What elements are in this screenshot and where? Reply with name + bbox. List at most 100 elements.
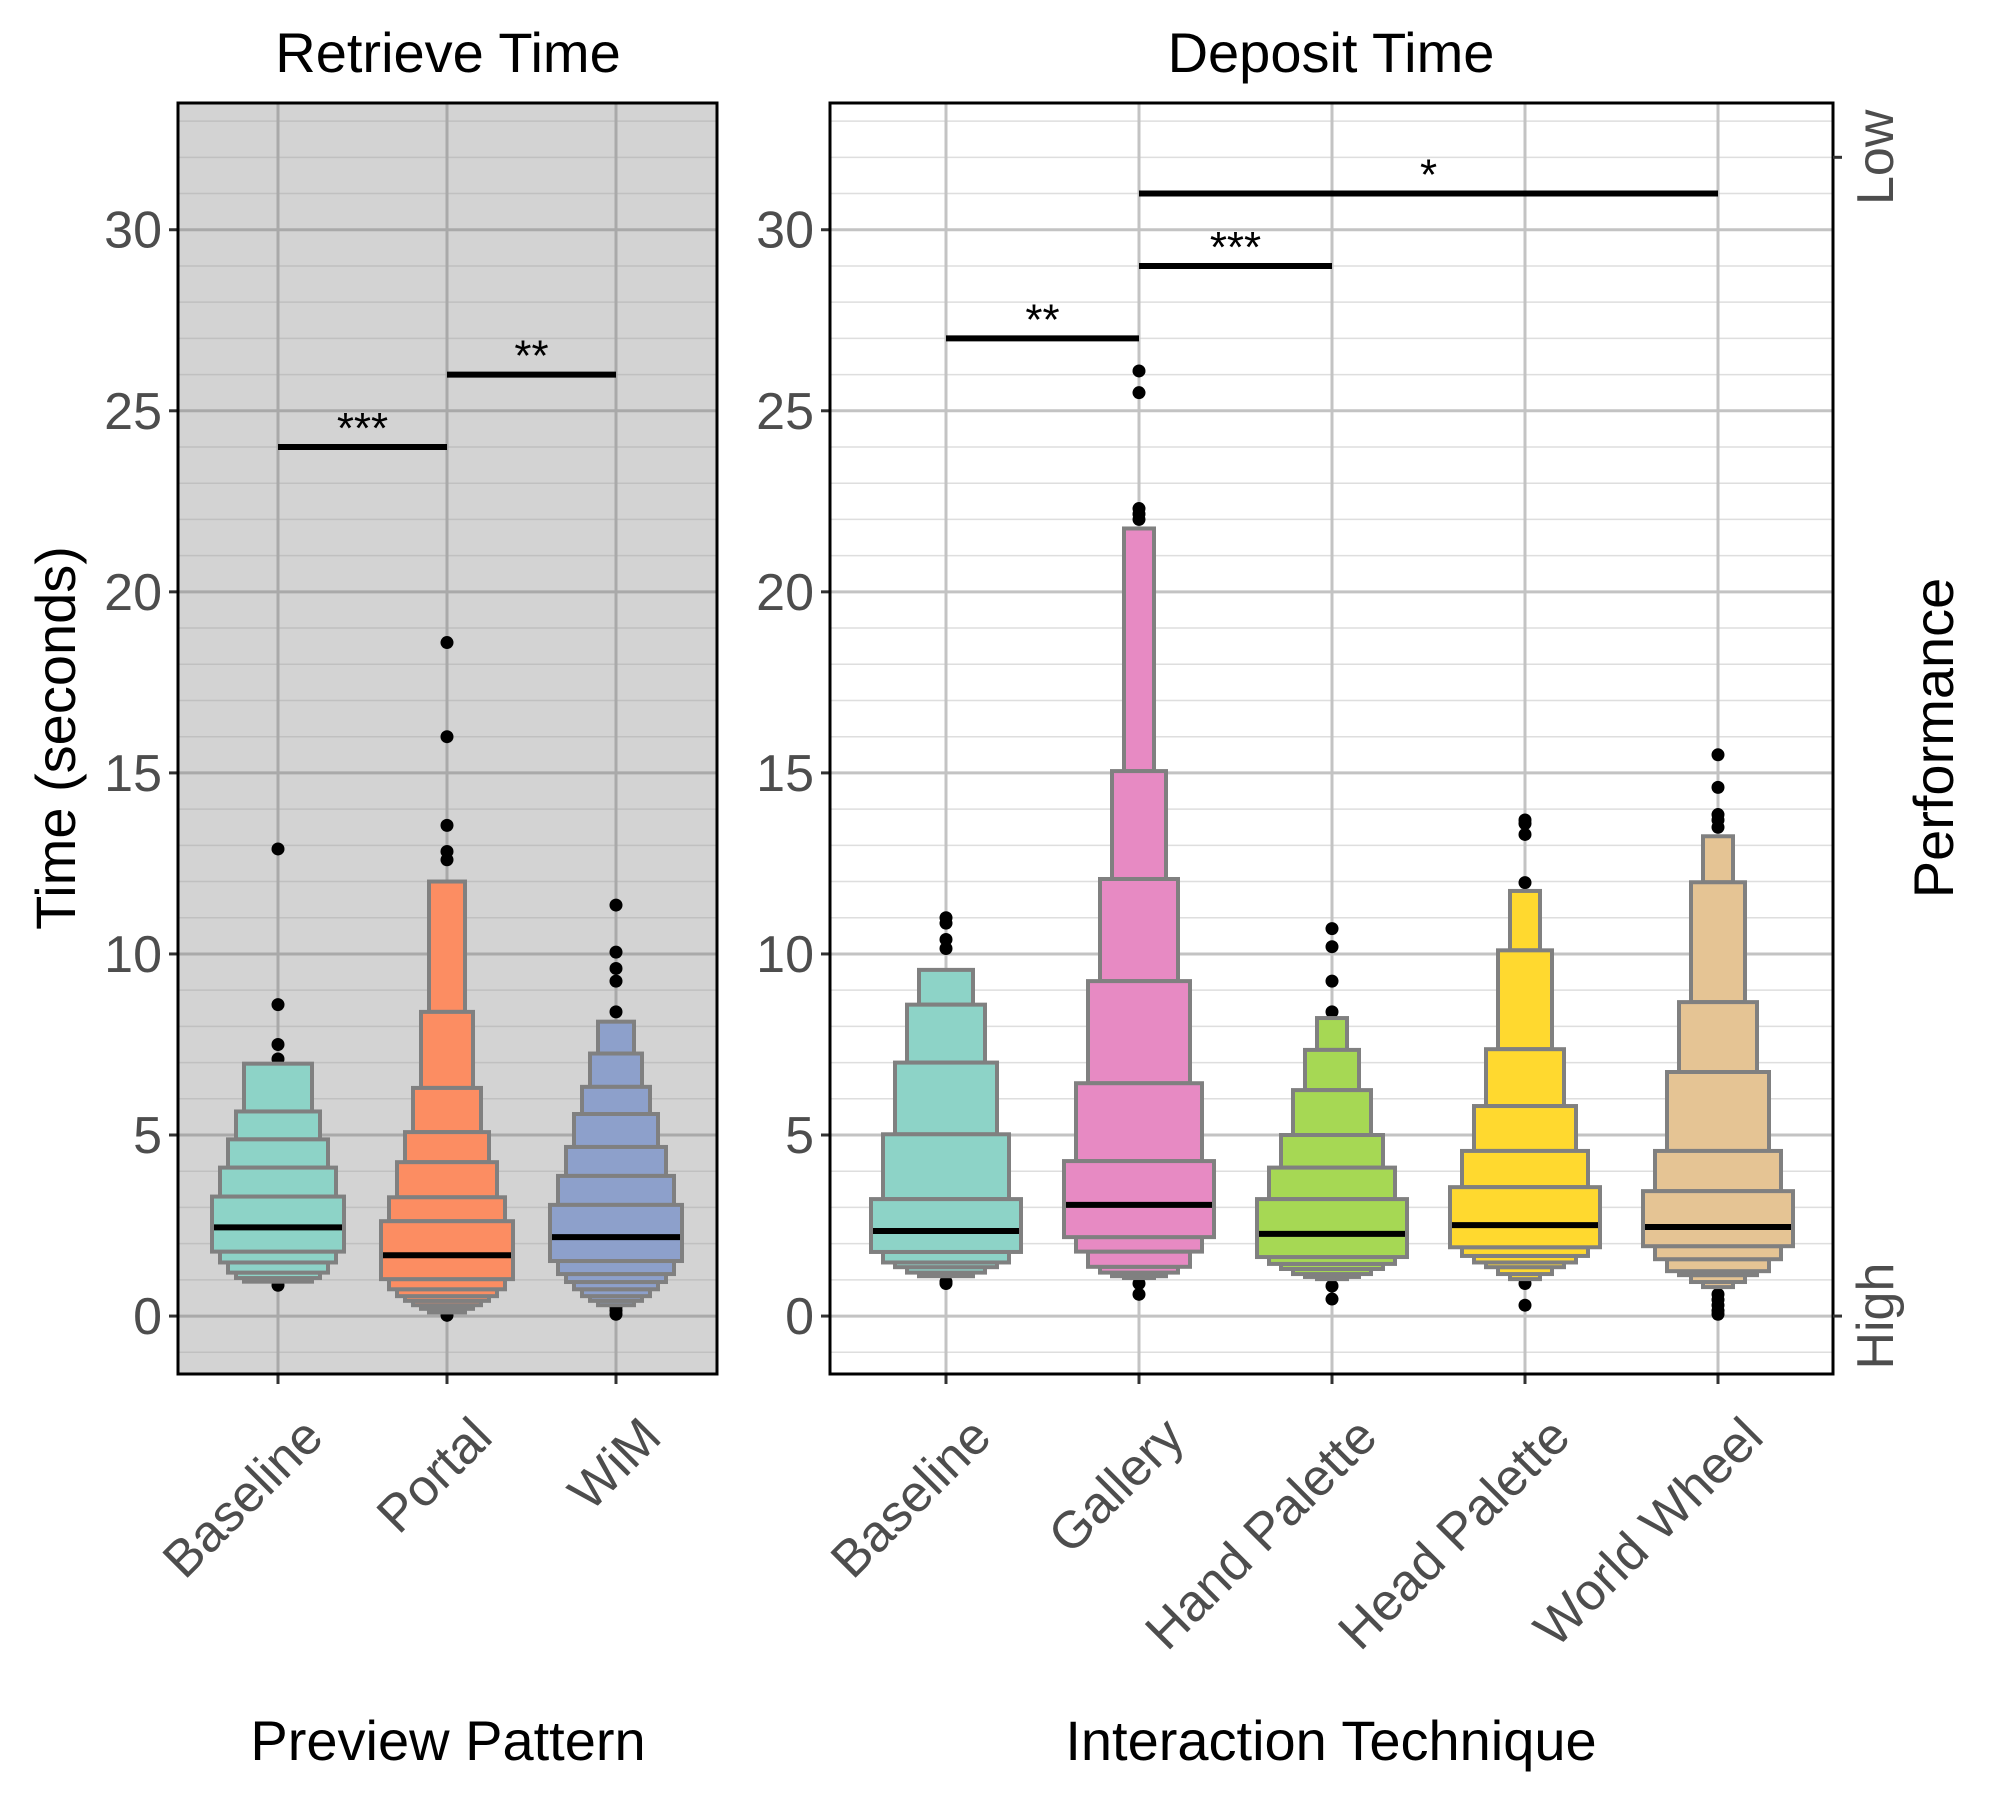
outlier-point xyxy=(1325,1279,1339,1293)
significance-label: ** xyxy=(514,332,548,381)
letter-value-box-head-palette xyxy=(1448,813,1602,1312)
upper-letter-value-box xyxy=(419,1009,475,1090)
outlier-point xyxy=(1132,512,1146,526)
y-tick-label: 10 xyxy=(104,926,162,984)
outlier-point xyxy=(609,898,623,912)
significance-label: *** xyxy=(1210,223,1261,272)
iqr-box xyxy=(1255,1197,1409,1260)
x-tick-label: Baseline xyxy=(820,1407,1002,1589)
outlier-point xyxy=(1518,876,1532,890)
upper-letter-value-box xyxy=(1303,1047,1361,1093)
upper-letter-value-box xyxy=(403,1130,491,1165)
y-tick-label: 5 xyxy=(133,1107,162,1165)
retrieve-x-axis-title: Preview Pattern xyxy=(250,1709,645,1772)
secondary-axis-label-low: Low xyxy=(1847,109,1905,205)
upper-letter-value-box xyxy=(1267,1165,1397,1202)
deposit-x-axis-title: Interaction Technique xyxy=(1065,1709,1596,1772)
upper-letter-value-box xyxy=(218,1165,338,1199)
outlier-point xyxy=(1711,748,1725,762)
outlier-point xyxy=(609,1005,623,1019)
secondary-axis-title: Performance xyxy=(1902,578,1965,899)
upper-letter-value-box xyxy=(387,1195,507,1224)
y-axis-title: Time (seconds) xyxy=(24,546,87,930)
letter-value-box-world-wheel xyxy=(1641,748,1795,1321)
upper-letter-value-box xyxy=(1098,876,1180,984)
upper-letter-value-box xyxy=(226,1137,330,1170)
letter-value-box-baseline xyxy=(210,842,346,1292)
significance-label: ** xyxy=(1025,295,1059,344)
outlier-point xyxy=(440,636,454,650)
upper-letter-value-box xyxy=(572,1112,660,1149)
lower-letter-value-box xyxy=(1086,1249,1192,1269)
upper-letter-value-box xyxy=(1496,948,1554,1052)
upper-letter-value-box xyxy=(1279,1133,1385,1170)
y-tick-label: 20 xyxy=(756,564,814,622)
upper-letter-value-box xyxy=(1484,1047,1566,1109)
upper-letter-value-box xyxy=(411,1085,483,1135)
upper-letter-value-box xyxy=(1291,1088,1373,1138)
y-tick-label: 25 xyxy=(756,383,814,441)
outlier-point xyxy=(609,945,623,959)
upper-letter-value-box xyxy=(242,1061,314,1114)
secondary-axis-label-high: High xyxy=(1847,1263,1905,1370)
outlier-point xyxy=(1132,364,1146,378)
letter-value-box-baseline xyxy=(869,911,1023,1290)
outlier-point xyxy=(939,916,953,930)
upper-letter-value-box xyxy=(596,1019,636,1056)
upper-letter-value-box xyxy=(564,1144,668,1178)
upper-letter-value-box xyxy=(1460,1148,1590,1190)
iqr-box xyxy=(210,1194,346,1254)
y-tick-label: 15 xyxy=(756,745,814,803)
upper-letter-value-box xyxy=(1074,1081,1204,1164)
upper-letter-value-box xyxy=(1701,834,1735,885)
outlier-point xyxy=(1711,780,1725,794)
x-tick-label: Portal xyxy=(366,1407,503,1544)
y-tick-label: 25 xyxy=(104,383,162,441)
outlier-point xyxy=(440,818,454,832)
upper-letter-value-box xyxy=(1086,979,1192,1086)
outlier-point xyxy=(609,961,623,975)
upper-letter-value-box xyxy=(893,1060,999,1137)
letter-value-box-gallery xyxy=(1062,364,1216,1301)
upper-letter-value-box xyxy=(1689,880,1747,1005)
iqr-box xyxy=(379,1219,515,1282)
outlier-point xyxy=(1325,1005,1339,1019)
outlier-point xyxy=(1325,1292,1339,1306)
y-tick-label: 15 xyxy=(104,745,162,803)
outlier-point xyxy=(1325,940,1339,954)
letter-value-box-hand-palette xyxy=(1255,922,1409,1306)
outlier-point xyxy=(1711,1307,1725,1321)
y-tick-label: 30 xyxy=(104,202,162,260)
upper-letter-value-box xyxy=(1472,1104,1578,1153)
upper-letter-value-box xyxy=(427,879,467,1014)
outlier-point xyxy=(271,1037,285,1051)
iqr-box xyxy=(548,1202,684,1264)
iqr-box xyxy=(1641,1189,1795,1249)
upper-letter-value-box xyxy=(1110,769,1168,881)
upper-letter-value-box xyxy=(905,1002,987,1065)
upper-letter-value-box xyxy=(580,1084,652,1117)
x-tick-label: Gallery xyxy=(1038,1407,1195,1564)
outlier-point xyxy=(1132,1276,1146,1290)
iqr-box xyxy=(869,1197,1023,1254)
x-tick-label: WiM xyxy=(558,1407,673,1522)
outlier-point xyxy=(609,974,623,988)
panel-border xyxy=(828,101,1835,1376)
iqr-box xyxy=(1062,1159,1216,1240)
outlier-point xyxy=(1325,922,1339,936)
outlier-point xyxy=(440,853,454,867)
outlier-point xyxy=(1325,974,1339,988)
outlier-point xyxy=(1518,817,1532,831)
outlier-point xyxy=(939,1276,953,1290)
outlier-point xyxy=(440,730,454,744)
upper-letter-value-box xyxy=(1315,1016,1349,1052)
panel-border xyxy=(176,101,719,1376)
outlier-point xyxy=(1518,1298,1532,1312)
upper-letter-value-box xyxy=(234,1109,322,1142)
outlier-point xyxy=(609,1307,623,1321)
upper-letter-value-box xyxy=(1653,1148,1783,1194)
outlier-point xyxy=(1711,820,1725,834)
